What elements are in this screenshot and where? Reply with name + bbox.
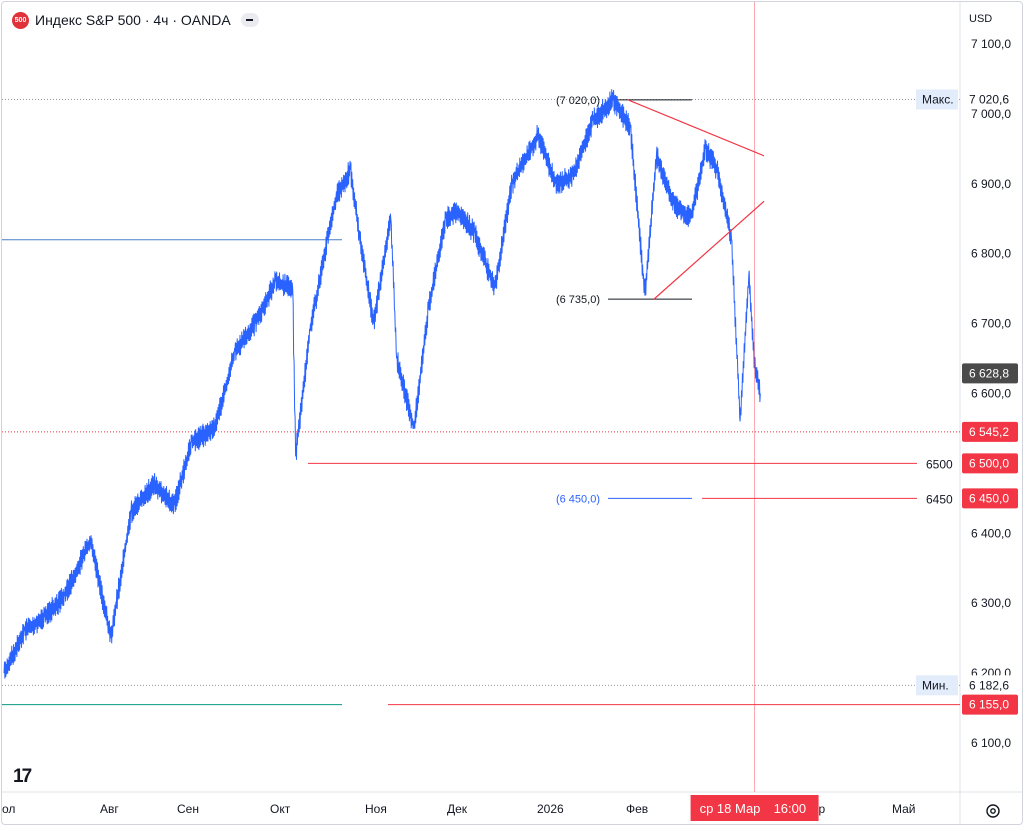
crosshair-time: 16:00 (774, 801, 807, 816)
time-tick-label: 2026 (537, 802, 564, 816)
time-tick-label: Май (892, 802, 916, 816)
price-tick-label: 6 700,0 (971, 317, 1011, 331)
annotation-label-1: (6 735,0) (556, 294, 600, 306)
price-series-line (3, 89, 761, 679)
hide-indicator-button[interactable] (240, 13, 259, 27)
annotation-label-2: (6 450,0) (556, 493, 600, 505)
caption-min: Мин. (922, 678, 949, 692)
price-tick-label: 6 800,0 (971, 247, 1011, 261)
symbol-title[interactable]: Индекс S&P 500 · 4ч · OANDA (35, 12, 231, 28)
price-label-bg (962, 488, 1018, 509)
time-tick-label: Дек (447, 802, 468, 816)
minus-icon (246, 19, 254, 21)
time-tick-label: Фев (626, 802, 648, 816)
price-label-bg (962, 421, 1018, 442)
time-tick-label: Ноя (365, 802, 387, 816)
time-tick-label: Окт (270, 802, 291, 816)
time-tick-label: ол (2, 802, 15, 816)
price-label-alert-6545: 6 545,2 (969, 425, 1009, 439)
annotation-label-0: (7 020,0) (556, 95, 600, 107)
price-tick-label: 6 600,0 (971, 387, 1011, 401)
price-tick-label: 6 400,0 (971, 526, 1011, 540)
crosshair-date-bg (690, 795, 819, 821)
time-tick-label: Авг (100, 802, 119, 816)
caption-max: Макс. (922, 92, 954, 106)
settings-gear-icon[interactable] (983, 801, 1003, 821)
caption-level-6450: 6450 (926, 492, 953, 506)
price-label-last: 6 628,8 (969, 366, 1009, 380)
price-label-level-6500: 6 500,0 (969, 456, 1009, 470)
price-label-level-6155: 6 155,0 (969, 698, 1009, 712)
price-label-bg (962, 675, 1018, 696)
upper-trendline (627, 99, 765, 157)
price-label-level-6450: 6 450,0 (969, 491, 1009, 505)
lower-trendline (653, 200, 765, 300)
symbol-header: 500 Индекс S&P 500 · 4ч · OANDA (12, 10, 259, 30)
symbol-logo-icon: 500 (12, 11, 29, 29)
price-tick-label: 6 100,0 (971, 736, 1011, 750)
price-tick-label: 6 300,0 (971, 596, 1011, 610)
crosshair-date: ср 18 Мар (700, 801, 761, 816)
time-tick-label: Сен (177, 802, 199, 816)
price-label-bg (962, 453, 1018, 474)
price-label-bg (962, 363, 1018, 384)
price-label-bg (962, 694, 1018, 715)
caption-bg (916, 675, 958, 696)
tradingview-logo-icon[interactable]: 17 (13, 766, 32, 787)
caption-bg (916, 89, 958, 110)
price-label-bg (962, 89, 1018, 110)
price-tick-label: 7 100,0 (971, 37, 1011, 51)
price-tick-label: 6 900,0 (971, 177, 1011, 191)
price-label-max: 7 020,6 (969, 92, 1009, 106)
caption-level-6500: 6500 (926, 457, 953, 471)
currency-selector[interactable]: USD (969, 13, 993, 25)
price-tick-label: 7 000,0 (971, 107, 1011, 121)
price-label-min: 6 182,6 (969, 678, 1009, 692)
